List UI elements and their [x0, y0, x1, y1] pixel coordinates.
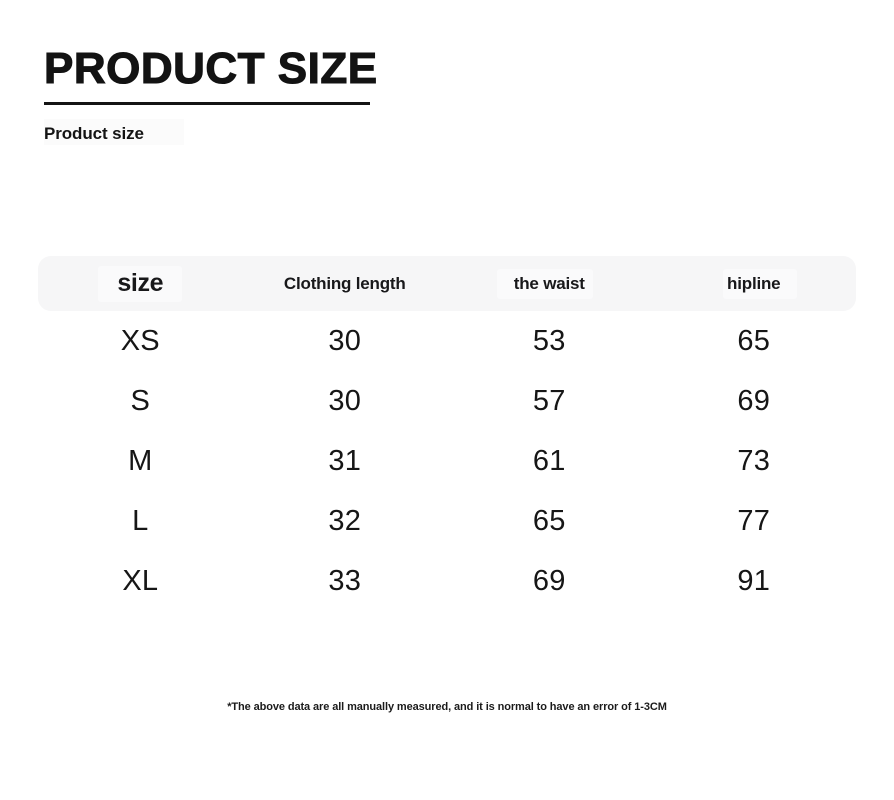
header-background-patch-size — [98, 265, 183, 302]
cell-clothing-length: 32 — [328, 504, 362, 537]
column-header-size: size — [38, 265, 243, 302]
page-subtitle: Product size — [44, 124, 144, 143]
table-body: XS 30 53 65 S 30 57 69 M 31 61 73 L 32 6… — [38, 311, 856, 611]
table-row: XS 30 53 65 — [38, 311, 856, 371]
header-background-patch-hipline — [722, 268, 797, 299]
table-row: M 31 61 73 — [38, 431, 856, 491]
cell-clothing-length: 30 — [328, 384, 362, 417]
cell-size: XS — [120, 324, 160, 357]
column-header-the-waist-label: the waist — [513, 273, 585, 293]
cell-hipline: 77 — [737, 504, 771, 537]
column-header-hipline-label: hipline — [727, 273, 781, 293]
cell-waist: 69 — [532, 564, 566, 597]
cell-waist: 65 — [532, 504, 566, 537]
measurement-disclaimer: *The above data are all manually measure… — [227, 701, 667, 713]
table-header-row: size Clothing length the waist hipline — [38, 256, 856, 311]
title-underline-rule — [44, 102, 370, 105]
cell-size: S — [130, 384, 151, 417]
size-chart-table: size Clothing length the waist hipline X… — [38, 256, 856, 611]
cell-size: L — [132, 504, 149, 537]
header-background-patch-waist — [497, 268, 594, 299]
cell-waist: 57 — [532, 384, 566, 417]
column-header-the-waist: the waist — [447, 268, 652, 299]
cell-clothing-length: 33 — [328, 564, 362, 597]
cell-hipline: 91 — [737, 564, 771, 597]
cell-hipline: 73 — [737, 444, 771, 477]
column-header-size-label: size — [117, 269, 164, 297]
subtitle-wrap: Product size — [44, 119, 184, 145]
cell-size: M — [128, 444, 153, 477]
subtitle-background-patch — [44, 119, 184, 145]
cell-size: XL — [122, 564, 159, 597]
table-row: XL 33 69 91 — [38, 551, 856, 611]
page-title: PRODUCT SIZE — [43, 43, 378, 93]
table-row: L 32 65 77 — [38, 491, 856, 551]
cell-waist: 61 — [532, 444, 566, 477]
column-header-clothing-length: Clothing length — [243, 274, 448, 294]
table-row: S 30 57 69 — [38, 371, 856, 431]
cell-waist: 53 — [532, 324, 566, 357]
cell-hipline: 65 — [737, 324, 771, 357]
column-header-clothing-length-label: Clothing length — [283, 273, 406, 293]
header-block: PRODUCT SIZE Product size — [43, 43, 464, 145]
cell-hipline: 69 — [737, 384, 771, 417]
cell-clothing-length: 31 — [328, 444, 362, 477]
column-header-hipline: hipline — [652, 268, 857, 299]
cell-clothing-length: 30 — [328, 324, 362, 357]
